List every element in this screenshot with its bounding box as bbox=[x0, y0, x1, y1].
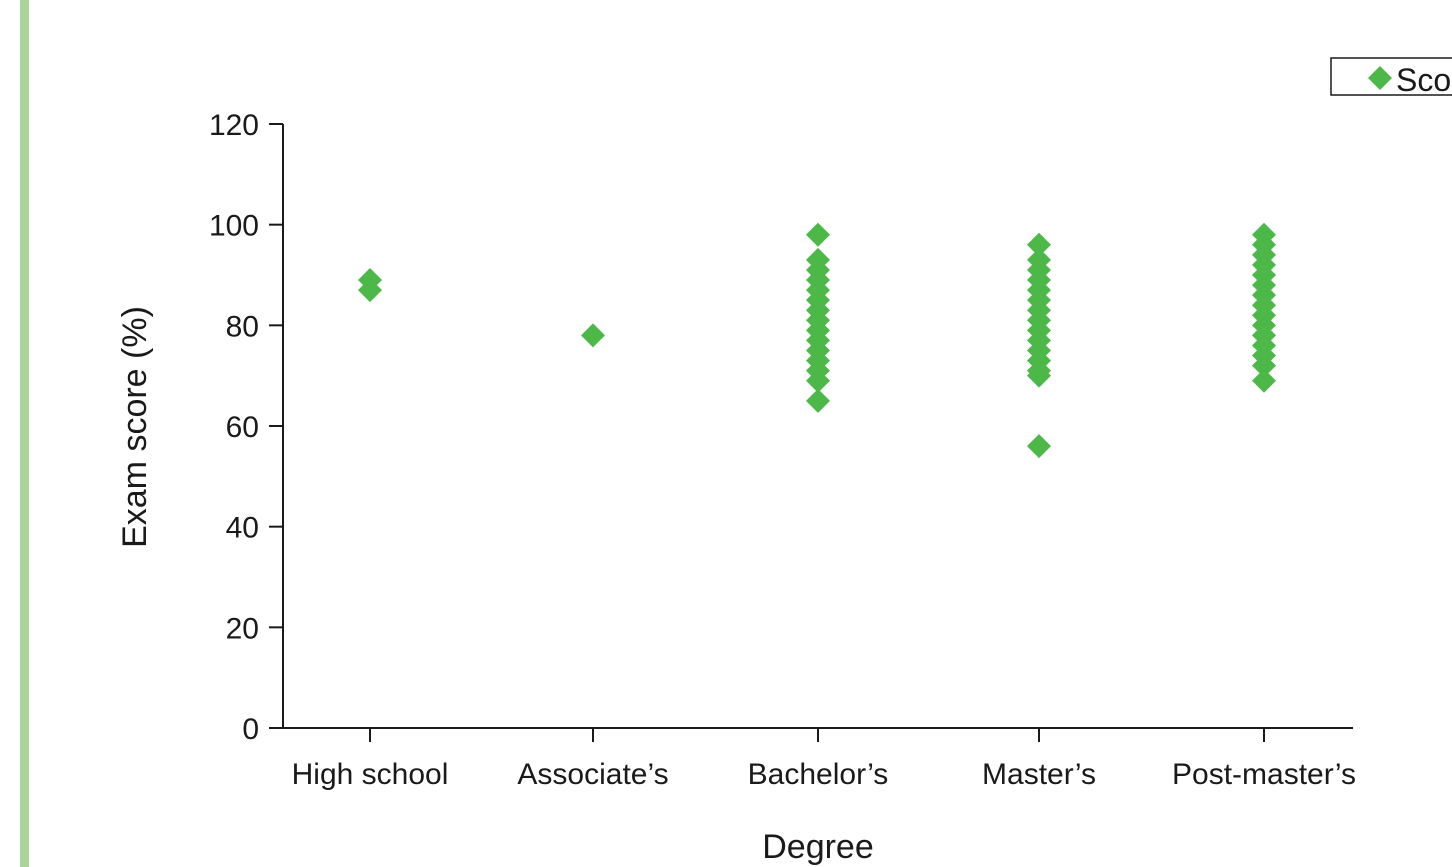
data-point bbox=[1252, 368, 1276, 393]
y-tick-label: 100 bbox=[209, 210, 259, 243]
data-point bbox=[806, 222, 830, 247]
legend-marker-diamond bbox=[1368, 66, 1392, 90]
y-tick-label: 40 bbox=[226, 512, 259, 545]
x-tick-label: Post-master’s bbox=[1172, 758, 1356, 791]
y-axis-label: Exam score (%) bbox=[116, 306, 154, 548]
data-point bbox=[1252, 353, 1276, 378]
data-points bbox=[358, 222, 1276, 459]
axes bbox=[282, 124, 1353, 729]
accent-bar bbox=[20, 0, 29, 867]
data-point bbox=[806, 388, 830, 413]
y-axis-ticks: 0 20 40 60 80 100 120 bbox=[209, 109, 283, 746]
y-tick-label: 20 bbox=[226, 612, 259, 645]
y-tick-label: 0 bbox=[242, 713, 259, 746]
data-point bbox=[358, 278, 382, 303]
legend-label: Sco bbox=[1396, 62, 1451, 98]
legend: Sco bbox=[1330, 57, 1452, 98]
x-axis-ticks: High school Associate’s Bachelor’s Master’s… bbox=[292, 728, 1356, 791]
data-point bbox=[581, 323, 605, 348]
data-point bbox=[806, 368, 830, 393]
y-tick-label: 60 bbox=[226, 411, 259, 444]
data-point bbox=[1027, 434, 1051, 459]
x-tick-label: Bachelor’s bbox=[748, 758, 889, 791]
data-point bbox=[1027, 232, 1051, 257]
x-tick-label: Associate’s bbox=[517, 758, 668, 791]
legend-box bbox=[1330, 57, 1452, 96]
x-tick-label: High school bbox=[292, 758, 449, 791]
x-axis-label: Degree bbox=[762, 828, 874, 866]
y-tick-label: 120 bbox=[209, 109, 259, 142]
y-tick-label: 80 bbox=[226, 310, 259, 343]
data-point bbox=[1027, 363, 1051, 388]
x-tick-label: Master’s bbox=[982, 758, 1096, 791]
